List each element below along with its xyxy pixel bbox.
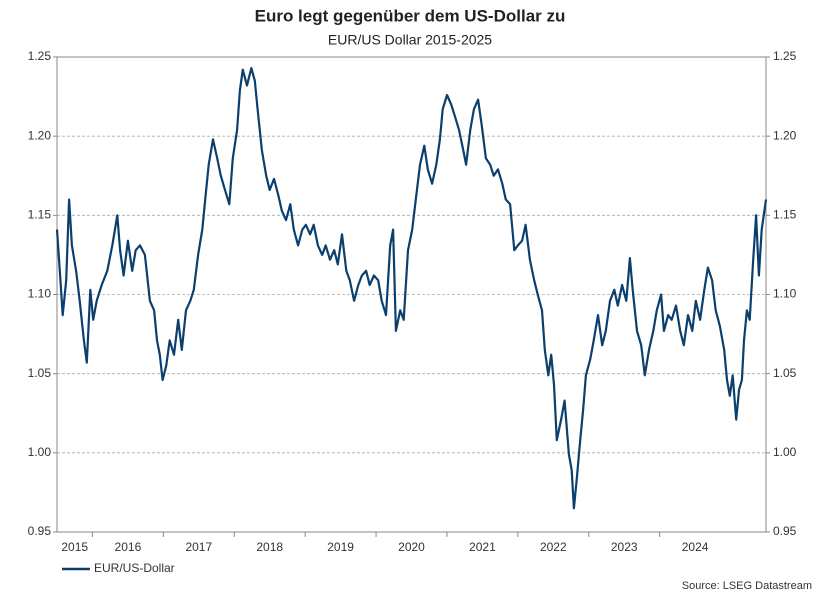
- x-tick-label: 2018: [256, 540, 283, 554]
- x-tick-label: 2016: [115, 540, 142, 554]
- x-tick-label: 2022: [540, 540, 567, 554]
- y-tick-label: 1.05: [28, 366, 52, 380]
- chart-subtitle: EUR/US Dollar 2015-2025: [328, 32, 492, 48]
- y-tick-label: 0.95: [28, 524, 52, 538]
- legend-label: EUR/US-Dollar: [94, 561, 175, 575]
- x-tick-label: 2020: [398, 540, 425, 554]
- x-tick-label: 2015: [61, 540, 88, 554]
- chart-title: Euro legt gegenüber dem US-Dollar zu: [255, 6, 566, 25]
- y2-tick-label: 0.95: [773, 524, 797, 538]
- x-tick-label: 2021: [469, 540, 496, 554]
- y-tick-label: 1.15: [28, 208, 52, 222]
- y-tick-label: 1.20: [28, 128, 52, 142]
- x-tick-label: 2023: [611, 540, 638, 554]
- x-tick-label: 2019: [327, 540, 354, 554]
- y2-tick-label: 1.20: [773, 128, 797, 142]
- series-line: [55, 67, 768, 510]
- y-tick-label: 1.10: [28, 287, 52, 301]
- x-tick-label: 2017: [185, 540, 212, 554]
- y-tick-label: 1.25: [28, 49, 52, 63]
- y-tick-label: 1.00: [28, 445, 52, 459]
- y2-tick-label: 1.15: [773, 208, 797, 222]
- y2-tick-label: 1.05: [773, 366, 797, 380]
- x-tick-label: 2024: [682, 540, 709, 554]
- plot-frame: [56, 56, 767, 533]
- y2-tick-label: 1.10: [773, 287, 797, 301]
- source: Source: LSEG Datastream: [682, 580, 812, 592]
- y2-tick-label: 1.00: [773, 445, 797, 459]
- y2-tick-label: 1.25: [773, 49, 797, 63]
